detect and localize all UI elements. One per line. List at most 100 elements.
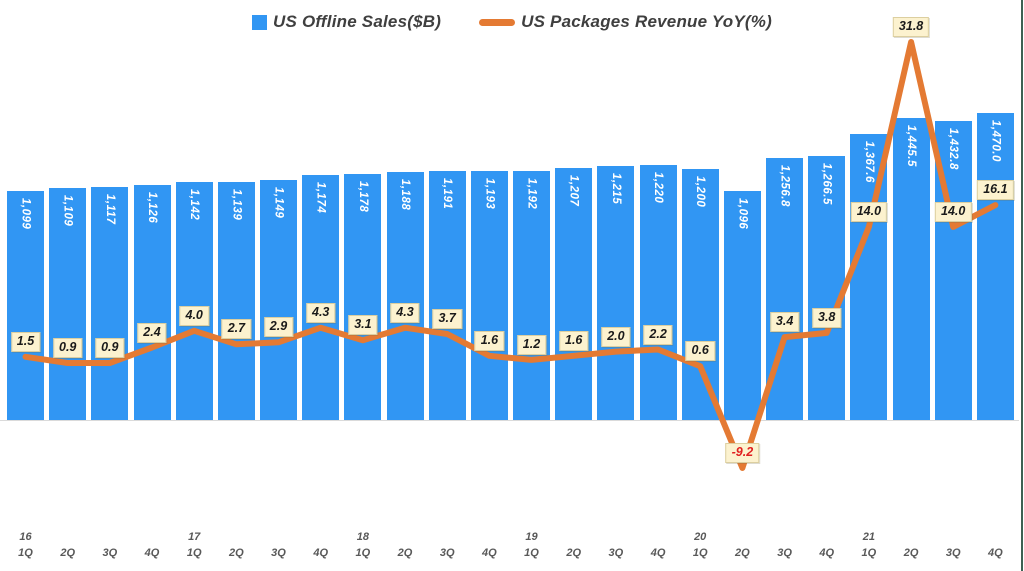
bar: 1,096	[723, 191, 761, 420]
line-value-label: -9.2	[725, 443, 760, 463]
x-axis-quarter-label: 1Q	[18, 547, 33, 559]
x-axis-quarter-label: 4Q	[988, 547, 1003, 559]
bar-value-label: 1,220	[652, 172, 665, 204]
line-value-label: 14.0	[850, 201, 888, 222]
x-axis-quarter-label: 2Q	[60, 547, 76, 559]
bar-value-label: 1,178	[356, 181, 369, 213]
line-value-label: 31.8	[892, 17, 930, 37]
line-value-label: 0.9	[52, 338, 83, 358]
x-axis-quarter-label: 2Q	[735, 547, 750, 559]
bar: 1,200	[681, 169, 719, 420]
x-axis-year-label: 16	[19, 531, 32, 543]
bar: 1,099	[7, 190, 44, 420]
bar-value-label: 1,432.8	[947, 127, 960, 170]
line-value-label: 0.9	[95, 338, 125, 358]
bar: 1,188	[386, 171, 424, 420]
bar-value-label: 1,193	[483, 177, 496, 210]
x-axis-year-label: 17	[188, 531, 201, 543]
x-axis-quarter-label: 3Q	[777, 547, 792, 559]
x-axis-quarter-label: 1Q	[861, 547, 877, 559]
bar: 1,126	[133, 184, 171, 420]
page-right-border	[1021, 0, 1023, 571]
bar-value-label: 1,117	[103, 193, 116, 225]
x-axis-year-label: 18	[356, 531, 370, 543]
x-axis-quarter-label: 1Q	[692, 547, 708, 559]
x-axis-quarter-label: 2Q	[566, 547, 582, 559]
line-value-label: 1.6	[474, 330, 505, 351]
bar-value-label: 1,207	[567, 174, 580, 207]
bar: 1,174	[302, 174, 340, 420]
x-axis-quarter-label: 3Q	[608, 547, 624, 559]
line-value-label: 2.2	[643, 324, 673, 345]
bar: 1,445.5	[892, 118, 930, 420]
x-axis-quarter-label: 3Q	[945, 547, 961, 559]
x-axis-quarter-label: 2Q	[229, 547, 244, 559]
line-value-label: 3.4	[769, 312, 800, 333]
bar-value-label: 1,266.5	[820, 162, 833, 205]
x-axis-quarter-label: 3Q	[102, 547, 118, 559]
x-axis-year-label: 19	[525, 531, 538, 543]
bar: 1,178	[344, 174, 382, 420]
line-value-label: 0.6	[685, 341, 715, 362]
bar: 1,109	[49, 188, 87, 420]
bar-value-label: 1,149	[272, 187, 285, 219]
line-value-label: 1.5	[10, 331, 41, 352]
bar-value-label: 1,470.0	[989, 120, 1002, 162]
bar: 1,139	[217, 182, 255, 420]
line-value-label: 1.2	[516, 334, 547, 355]
line-value-label: 3.8	[811, 307, 842, 328]
line-value-label: 2.9	[263, 317, 294, 338]
bar-value-label: 1,215	[609, 173, 622, 205]
bar: 1,470.0	[976, 113, 1014, 420]
x-axis-quarter-label: 3Q	[439, 547, 455, 559]
x-axis-quarter-label: 3Q	[271, 547, 286, 559]
bar: 1,367.6	[850, 134, 888, 420]
bar-value-label: 1,174	[314, 181, 327, 214]
x-axis-quarter-label: 1Q	[186, 547, 202, 559]
line-value-label: 2.7	[221, 319, 252, 340]
bar-value-label: 1,192	[525, 178, 538, 210]
x-axis-quarter-label: 1Q	[355, 547, 371, 559]
bar: 1,220	[639, 165, 677, 420]
bar: 1,432.8	[934, 120, 972, 420]
line-value-label: 4.3	[305, 302, 336, 323]
bar: 1,192	[513, 171, 550, 420]
x-axis-quarter-label: 1Q	[524, 547, 539, 559]
bar: 1,149	[260, 180, 297, 420]
x-axis-quarter-label: 2Q	[397, 547, 413, 559]
line-series-swatch-icon	[479, 18, 516, 26]
legend-label-offline-sales: US Offline Sales($B)	[273, 12, 442, 31]
x-axis-quarter-label: 4Q	[482, 547, 497, 559]
bar: 1,207	[555, 167, 593, 420]
bar: 1,193	[470, 170, 508, 420]
bar-value-label: 1,367.6	[862, 141, 875, 184]
bar-value-label: 1,096	[736, 198, 749, 230]
x-axis-year-label: 21	[862, 531, 876, 543]
line-value-label: 4.3	[390, 302, 420, 323]
line-value-label: 2.4	[137, 322, 167, 343]
x-axis-quarter-label: 4Q	[819, 547, 835, 559]
bar: 1,191	[428, 171, 466, 420]
line-value-label: 3.7	[432, 309, 462, 329]
bar-value-label: 1,188	[399, 178, 411, 211]
bar-series-swatch-icon	[252, 14, 268, 30]
x-axis-baseline	[0, 420, 1019, 421]
bar-value-label: 1,139	[230, 189, 243, 221]
bar-value-label: 1,445.5	[905, 125, 918, 167]
bar-value-label: 1,099	[19, 197, 32, 229]
bar-value-label: 1,126	[146, 191, 158, 224]
bar: 1,266.5	[808, 155, 846, 420]
line-value-label: 16.1	[977, 180, 1014, 201]
bar-value-label: 1,142	[188, 188, 201, 220]
bar: 1,256.8	[766, 157, 804, 420]
line-value-label: 3.1	[348, 315, 378, 336]
legend-item-offline-sales: US Offline Sales($B)	[252, 12, 441, 32]
legend-label-packages-revenue: US Packages Revenue YoY(%)	[521, 12, 772, 31]
line-value-label: 4.0	[179, 305, 209, 326]
legend: US Offline Sales($B) US Packages Revenue…	[0, 12, 1024, 32]
bar-value-label: 1,109	[61, 195, 74, 227]
x-axis-quarter-label: 4Q	[144, 547, 160, 559]
bar-value-label: 1,256.8	[778, 164, 791, 207]
bar: 1,142	[175, 181, 213, 420]
